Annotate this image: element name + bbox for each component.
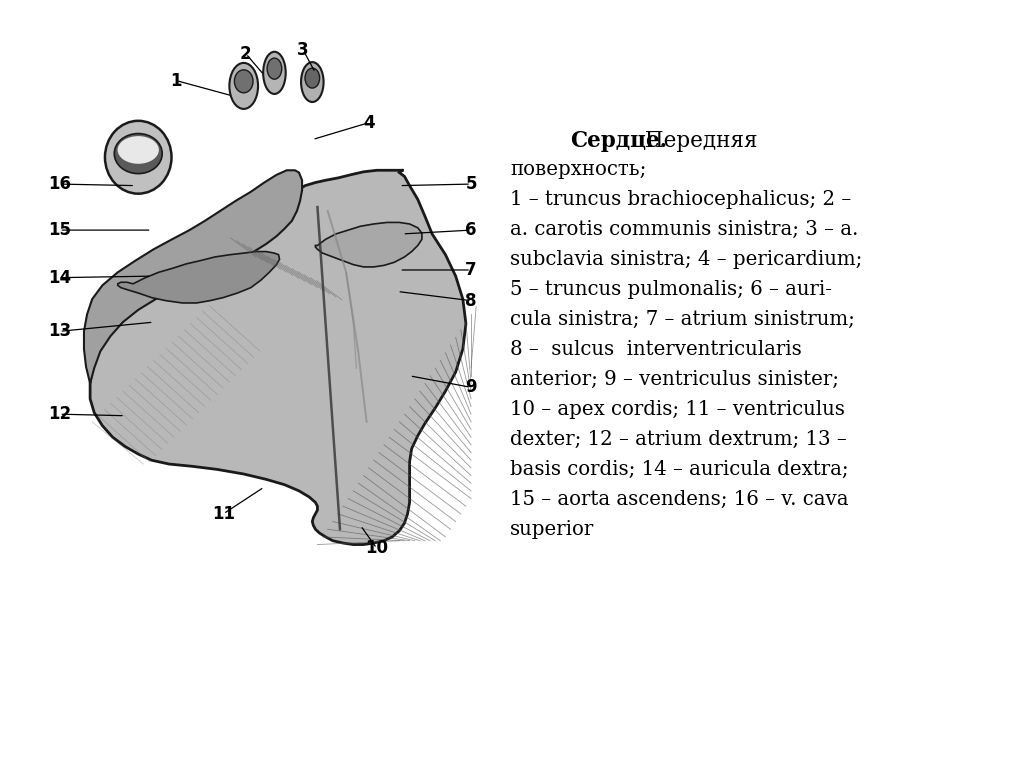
Ellipse shape bbox=[118, 136, 159, 164]
Text: 3: 3 bbox=[297, 41, 309, 59]
Text: 13: 13 bbox=[48, 322, 71, 341]
Text: 6: 6 bbox=[465, 221, 477, 239]
Text: 5: 5 bbox=[465, 175, 477, 193]
Text: 16: 16 bbox=[48, 175, 71, 193]
Polygon shape bbox=[90, 170, 466, 545]
Text: 15: 15 bbox=[48, 221, 71, 239]
Ellipse shape bbox=[115, 133, 162, 173]
Text: 10 – apex cordis; 11 – ventriculus: 10 – apex cordis; 11 – ventriculus bbox=[510, 400, 845, 419]
Text: Сердце.: Сердце. bbox=[570, 130, 667, 152]
Text: 11: 11 bbox=[212, 505, 234, 523]
Text: 7: 7 bbox=[465, 261, 477, 279]
Ellipse shape bbox=[234, 70, 253, 93]
Text: 8: 8 bbox=[465, 291, 477, 310]
Text: a. carotis communis sinistra; 3 – a.: a. carotis communis sinistra; 3 – a. bbox=[510, 220, 858, 239]
Ellipse shape bbox=[267, 58, 282, 79]
Text: 5 – truncus pulmonalis; 6 – auri-: 5 – truncus pulmonalis; 6 – auri- bbox=[510, 280, 831, 299]
Text: 4: 4 bbox=[362, 114, 375, 132]
Text: anterior; 9 – ventriculus sinister;: anterior; 9 – ventriculus sinister; bbox=[510, 370, 839, 389]
Ellipse shape bbox=[105, 121, 172, 194]
Text: 12: 12 bbox=[48, 405, 71, 423]
Polygon shape bbox=[315, 222, 422, 267]
Ellipse shape bbox=[229, 63, 258, 109]
Text: 1 – truncus brachiocephalicus; 2 –: 1 – truncus brachiocephalicus; 2 – bbox=[510, 190, 851, 209]
Text: 1: 1 bbox=[170, 71, 182, 90]
Ellipse shape bbox=[301, 62, 324, 102]
Text: 2: 2 bbox=[240, 44, 252, 63]
Ellipse shape bbox=[305, 68, 319, 88]
Text: superior: superior bbox=[510, 520, 594, 539]
Text: cula sinistra; 7 – atrium sinistrum;: cula sinistra; 7 – atrium sinistrum; bbox=[510, 310, 855, 329]
Polygon shape bbox=[118, 252, 280, 303]
Text: 8 –  sulcus  interventricularis: 8 – sulcus interventricularis bbox=[510, 340, 802, 359]
Text: 9: 9 bbox=[465, 378, 477, 397]
Text: Передняя: Передняя bbox=[638, 130, 758, 152]
Text: subclavia sinistra; 4 – pericardium;: subclavia sinistra; 4 – pericardium; bbox=[510, 250, 862, 269]
Ellipse shape bbox=[263, 52, 286, 94]
Polygon shape bbox=[84, 170, 302, 384]
Text: 14: 14 bbox=[48, 268, 71, 287]
Text: 15 – aorta ascendens; 16 – v. cava: 15 – aorta ascendens; 16 – v. cava bbox=[510, 490, 849, 509]
Text: 10: 10 bbox=[366, 539, 388, 558]
Text: dexter; 12 – atrium dextrum; 13 –: dexter; 12 – atrium dextrum; 13 – bbox=[510, 430, 847, 449]
Text: поверхность;: поверхность; bbox=[510, 160, 646, 179]
Text: basis cordis; 14 – auricula dextra;: basis cordis; 14 – auricula dextra; bbox=[510, 460, 849, 479]
